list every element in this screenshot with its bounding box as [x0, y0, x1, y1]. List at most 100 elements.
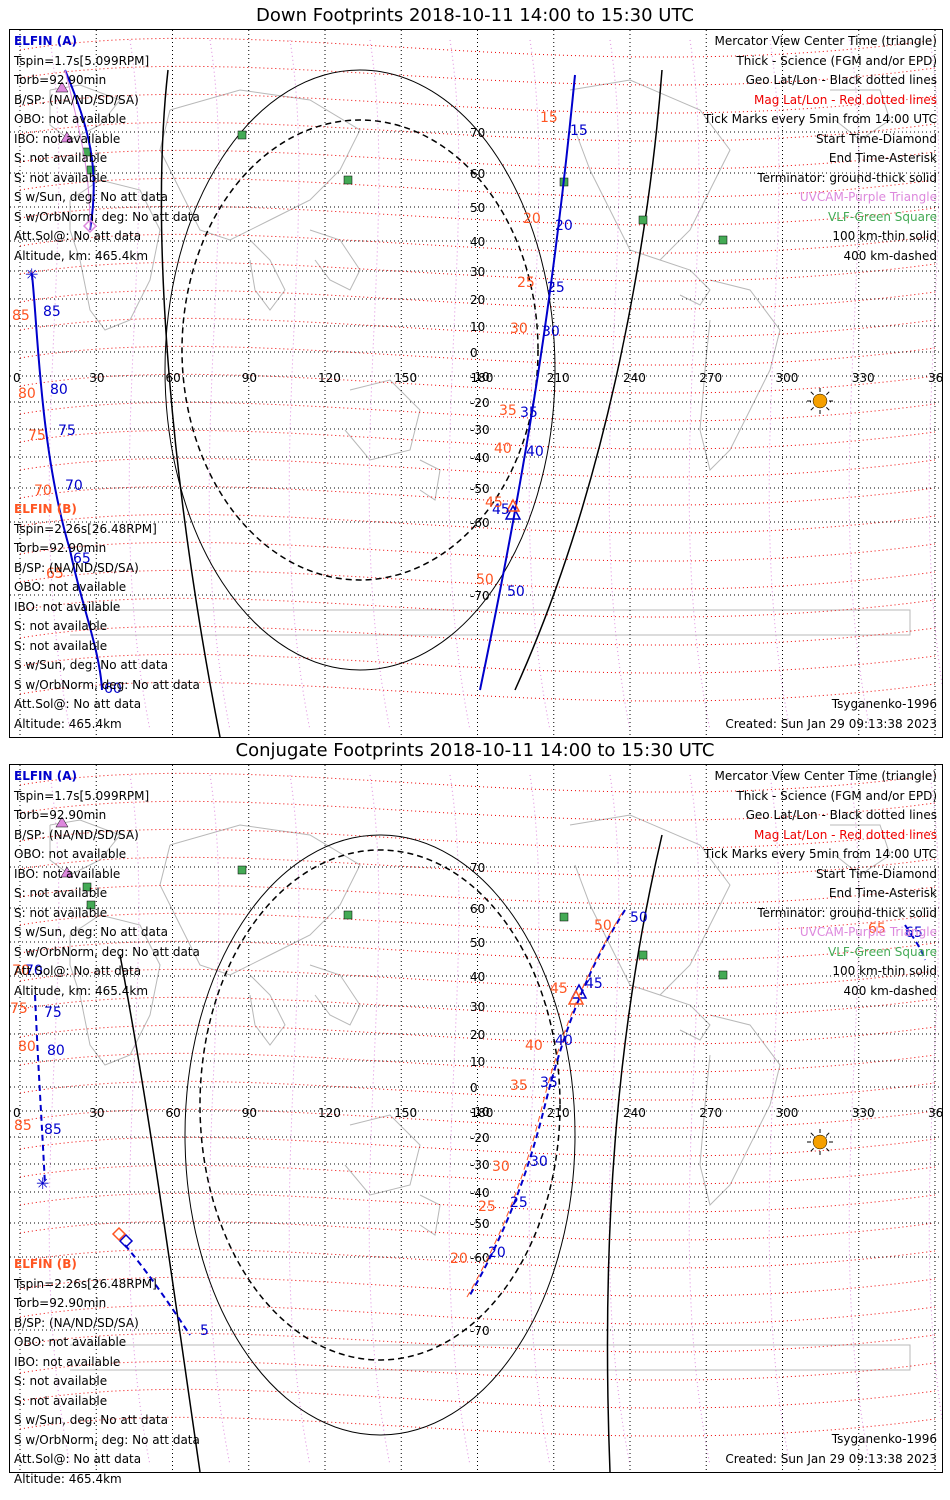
legend-item: Geo Lat/Lon - Black dotted lines — [745, 808, 937, 822]
lon-tick-label: 150 — [394, 371, 417, 385]
mag-lon-line — [848, 774, 871, 1466]
lat-tick-label: -30 — [470, 1158, 490, 1172]
lat-tick-label: -10 — [470, 370, 490, 384]
lat-tick-label: -30 — [470, 423, 490, 437]
vlf-station-square — [237, 865, 247, 875]
elfin-a-track — [469, 909, 626, 1296]
track-tick-label-b: 30 — [492, 1159, 510, 1175]
mag-lon-line — [208, 774, 231, 1466]
elfin-b-line: S w/OrbNorm, deg: No att data — [14, 1432, 200, 1447]
legend-item: End Time-Asterisk — [828, 886, 937, 900]
track-tick-label-a: 5 — [200, 1323, 209, 1339]
track-tick-label-b: 40 — [525, 1038, 543, 1054]
mag-lon-line — [48, 39, 71, 731]
elfin-a-line: S w/Sun, deg: No att data — [14, 925, 168, 939]
terminator-line — [606, 834, 663, 1472]
elfin-a-line: Torb=92.90min — [14, 73, 107, 87]
track-tick-label-a: 45 — [492, 502, 510, 518]
lat-tick-label: 30 — [470, 1000, 485, 1014]
lon-tick-label: 0 — [13, 1106, 21, 1120]
center-triangle-icon — [505, 498, 521, 512]
legend-item: Tick Marks every 5min from 14:00 UTC — [703, 847, 937, 861]
footprint-100km — [164, 69, 556, 671]
mag-lon-line — [768, 774, 791, 1466]
coastline — [659, 259, 711, 306]
track-tick-label-b: 75 — [10, 1001, 28, 1017]
map-legend: Mercator View Center Time (triangle) Thi… — [704, 767, 937, 1001]
center-triangle-icon — [567, 989, 585, 1005]
sun-icon — [812, 1134, 828, 1150]
lat-tick-label: 60 — [470, 902, 485, 916]
elfin-a-info: ELFIN (A) Tspin=1.7s[5.099RPM] Torb=92.9… — [14, 767, 200, 1001]
lon-tick-label: 360 — [928, 1106, 942, 1120]
end-asterisk-icon: ✳ — [36, 1174, 49, 1193]
track-tick-label-a: 20 — [555, 218, 573, 234]
mag-lon-line — [928, 39, 942, 687]
elfin-b-line: OBO: not available — [14, 580, 127, 594]
lon-tick-label: 30 — [89, 371, 104, 385]
legend-item: VLF-Green Square — [828, 209, 937, 224]
vlf-station-square — [718, 235, 728, 245]
lat-tick-label: 0 — [470, 1081, 478, 1095]
coastline — [249, 974, 286, 1046]
lon-tick-label: 210 — [547, 371, 570, 385]
elfin-b-track — [466, 912, 623, 1298]
uvcam-triangle-icon — [60, 131, 74, 143]
lat-tick-label: -40 — [470, 1186, 490, 1200]
elfin-b-line: S: not available — [14, 1393, 108, 1408]
elfin-a-title: ELFIN (A) — [14, 34, 77, 48]
lon-tick-label: 300 — [776, 1106, 799, 1120]
legend-item: 100 km-thin solid — [832, 229, 937, 243]
coastline — [69, 179, 161, 331]
track-tick-label-b: 85 — [12, 308, 30, 324]
coastline — [419, 459, 441, 501]
track-tick-label-a: 80 — [50, 382, 68, 398]
elfin-b-line: IBO: not available — [14, 599, 121, 614]
legend-item: UVCAM-Purple Triangle — [799, 190, 937, 204]
elfin-a-line: Altitude, km: 465.4km — [14, 983, 149, 998]
mag-lon-line — [128, 774, 151, 1466]
mag-lon-line — [688, 774, 711, 1466]
elfin-a-line: B/SP: (NA/ND/SD/SA) — [14, 827, 139, 842]
mag-lon-line — [528, 774, 551, 1466]
coastline — [69, 914, 161, 1066]
legend-item: Tick Marks every 5min from 14:00 UTC — [703, 112, 937, 126]
vlf-station-square — [237, 130, 247, 140]
track-tick-label-a: 35 — [520, 405, 538, 421]
terminator-line — [514, 69, 663, 691]
lon-tick-label: 120 — [318, 371, 341, 385]
track-tick-label-a: 85 — [43, 304, 61, 320]
elfin-a-line: S: not available — [14, 151, 108, 165]
map-panel-down: 0306090120150180210240270300330360706050… — [9, 29, 943, 738]
track-tick-label-b: 65 — [868, 921, 886, 937]
lon-tick-label: 270 — [699, 1106, 722, 1120]
lat-tick-label: 10 — [470, 320, 485, 334]
track-tick-label-a: 50 — [507, 584, 525, 600]
elfin-a-line: Tspin=1.7s[5.099RPM] — [14, 53, 150, 68]
elfin-a-line: S: not available — [14, 905, 108, 920]
lat-tick-label: 30 — [470, 265, 485, 279]
created-label: Created: Sun Jan 29 09:13:38 2023 — [725, 716, 937, 731]
lat-tick-label: 70 — [470, 861, 485, 875]
lon-tick-label: 180 — [471, 1106, 494, 1120]
lat-tick-label: 20 — [470, 293, 485, 307]
lat-tick-label: 10 — [470, 1055, 485, 1069]
elfin-b-track — [64, 69, 91, 231]
map-canvas-down: 0306090120150180210240270300330360706050… — [10, 30, 942, 737]
track-tick-label-a: 60 — [104, 681, 122, 697]
elfin-a-line: Att.Sol@: No att data — [14, 229, 142, 243]
vlf-station-square — [343, 910, 353, 920]
elfin-a-info: ELFIN (A) Tspin=1.7s[5.099RPM] Torb=92.9… — [14, 32, 200, 266]
elfin-a-line: IBO: not available — [14, 866, 121, 881]
legend-item: VLF-Green Square — [828, 944, 937, 959]
lat-tick-label: 40 — [470, 235, 485, 249]
start-diamond-icon — [111, 1226, 127, 1242]
coastline — [699, 1014, 781, 1206]
lon-tick-label: 60 — [166, 1106, 181, 1120]
mag-lon-line — [288, 39, 311, 731]
mag-lon-line — [928, 774, 942, 1422]
lat-tick-label: -10 — [470, 1105, 490, 1119]
map-canvas-conjugate: 0306090120150180210240270300330360706050… — [10, 765, 942, 1472]
lon-tick-label: 120 — [318, 1106, 341, 1120]
track-tick-label-b: 65 — [46, 566, 64, 582]
